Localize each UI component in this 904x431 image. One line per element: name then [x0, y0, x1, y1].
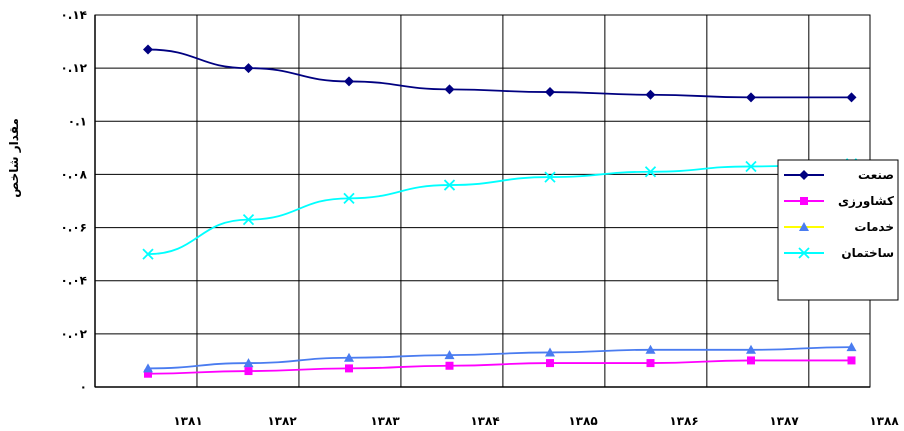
- plot-area: [94, 14, 871, 388]
- legend-entry: ساختمان: [784, 246, 894, 260]
- data-point: [847, 356, 856, 365]
- x-tick-label: ۱۳۸۳: [370, 414, 400, 428]
- series-line: [147, 346, 852, 370]
- x-tick-label: ۱۳۸۸: [869, 414, 899, 428]
- y-tick-label: ۰.۱۴: [60, 8, 87, 22]
- series-group: [142, 44, 858, 378]
- legend-label: ساختمان: [841, 246, 894, 260]
- data-point: [243, 358, 254, 368]
- data-point: [745, 160, 757, 173]
- series-line: [147, 359, 852, 375]
- x-tick-label: ۱۳۸۴: [470, 414, 499, 428]
- legend-swatch-marker: [799, 170, 809, 180]
- data-point: [143, 363, 153, 373]
- series-1: [143, 44, 857, 103]
- legend-label: کشاورزی: [838, 194, 894, 209]
- legend: صنعت کشاورزی خدمات ساختمان: [777, 159, 899, 301]
- series-line: [147, 162, 852, 256]
- x-tick-labels: ۱۳۸۱ ۱۳۸۲ ۱۳۸۳ ۱۳۸۴ ۱۳۸۵ ۱۳۸۶ ۱۳۸۷ ۱۳۸۸: [173, 414, 899, 428]
- x-tick-label: ۱۳۸۱: [173, 414, 202, 428]
- data-point: [343, 192, 355, 204]
- data-point: [345, 364, 353, 373]
- series-2: [144, 356, 856, 378]
- data-point: [846, 92, 857, 103]
- data-point: [746, 92, 756, 103]
- x-tick-label: ۱۳۸۷: [769, 414, 799, 428]
- data-point: [544, 171, 556, 183]
- series-3: [143, 342, 857, 373]
- legend-swatch-marker: [800, 197, 808, 205]
- y-tick-label: ۰.۰۲: [60, 327, 87, 341]
- series-4: [142, 158, 858, 260]
- y-tick-label: ۰.۰۶: [60, 221, 87, 235]
- series-line: [147, 48, 852, 99]
- data-point: [444, 84, 455, 95]
- data-point: [545, 87, 555, 98]
- grid: [94, 14, 871, 388]
- data-point: [644, 166, 657, 178]
- y-tick-label: ۰: [80, 380, 87, 394]
- data-point: [243, 63, 254, 74]
- legend-box: [777, 159, 899, 301]
- y-tick-label: ۰.۰۴: [60, 274, 87, 288]
- data-point: [443, 179, 456, 191]
- data-point: [646, 359, 655, 368]
- data-point: [144, 369, 152, 378]
- x-tick-label: ۱۳۸۲: [267, 414, 297, 428]
- data-point: [645, 89, 656, 100]
- data-point: [143, 44, 153, 55]
- data-point: [344, 76, 354, 87]
- legend-entry: صنعت: [784, 168, 894, 182]
- data-point: [645, 344, 656, 354]
- y-tick-labels: ۰ ۰.۰۲ ۰.۰۴ ۰.۰۶ ۰.۰۸ ۰.۱ ۰.۱۲ ۰.۱۴: [60, 8, 87, 394]
- data-point: [747, 356, 755, 365]
- legend-entry: کشاورزی: [784, 194, 894, 209]
- data-point: [546, 359, 554, 368]
- y-axis-label: مقدار شاخص: [7, 118, 21, 198]
- data-point: [846, 342, 857, 352]
- data-point: [746, 344, 756, 354]
- legend-label: صنعت: [858, 168, 894, 182]
- data-point: [545, 347, 555, 357]
- x-tick-label: ۱۳۸۵: [568, 414, 597, 428]
- y-tick-label: ۰.۰۸: [60, 167, 87, 181]
- legend-entry: خدمات: [784, 220, 894, 234]
- data-point: [444, 350, 455, 360]
- legend-label: خدمات: [854, 220, 894, 234]
- data-point: [242, 213, 255, 226]
- data-point: [344, 352, 354, 362]
- x-tick-label: ۱۳۸۶: [669, 414, 698, 428]
- axes: [94, 15, 870, 388]
- y-tick-label: ۰.۱: [68, 114, 87, 128]
- legend-swatch-marker: [799, 222, 809, 231]
- data-point: [445, 361, 454, 370]
- legend-swatch-marker: [798, 247, 810, 259]
- y-tick-label: ۰.۱۲: [60, 61, 87, 75]
- data-point: [142, 248, 154, 260]
- data-point: [244, 367, 253, 376]
